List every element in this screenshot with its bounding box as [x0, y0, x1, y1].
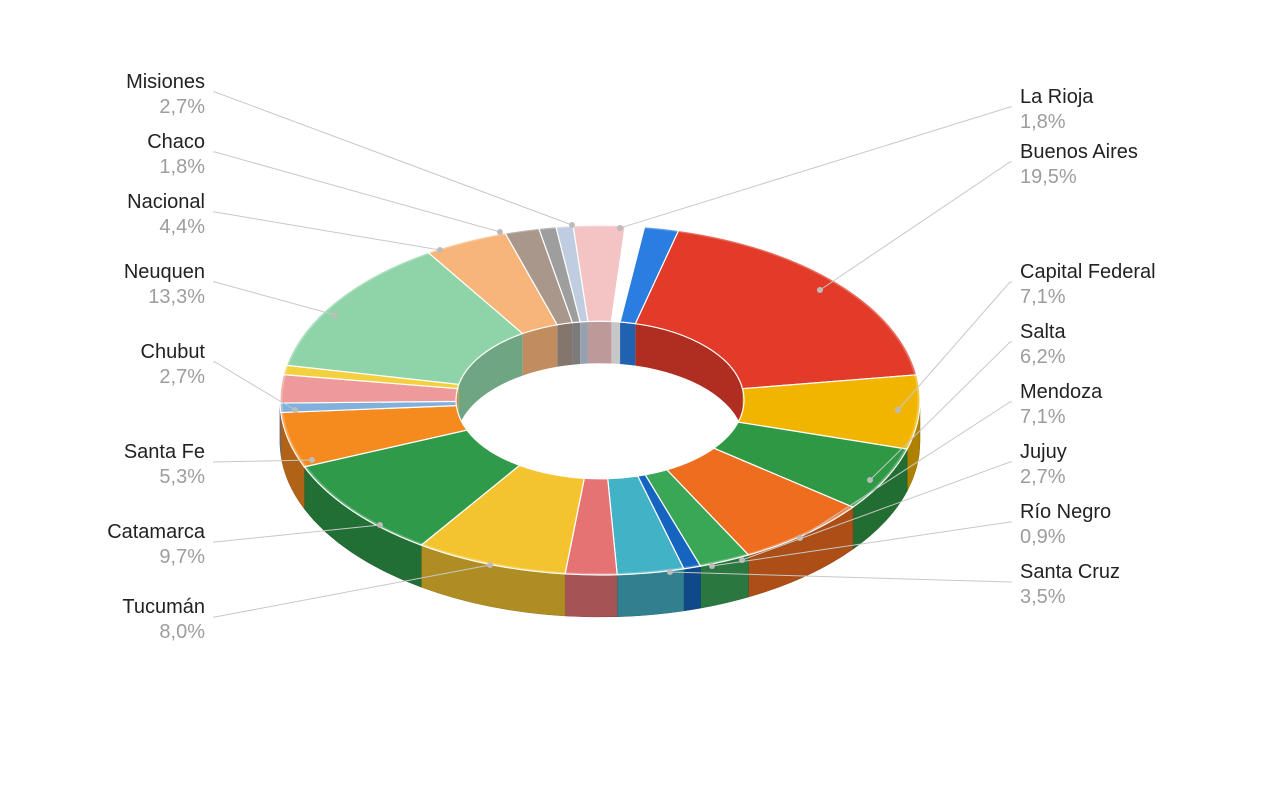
slice-label-pct: 6,2%: [1020, 345, 1066, 370]
slice-label-name: Buenos Aires: [1020, 140, 1138, 165]
slice-label-name: Santa Cruz: [1020, 560, 1120, 585]
slice-label-name: Nacional: [127, 190, 205, 215]
slice-label: Tucumán8,0%: [122, 595, 205, 645]
slice-label: Buenos Aires19,5%: [1020, 140, 1138, 190]
slice-label-pct: 3,5%: [1020, 585, 1120, 610]
slice-label: Salta6,2%: [1020, 320, 1066, 370]
slice-label-pct: 1,8%: [1020, 110, 1093, 135]
slice-label: La Rioja1,8%: [1020, 85, 1093, 135]
slice-label: Río Negro0,9%: [1020, 500, 1111, 550]
slice-label-name: Río Negro: [1020, 500, 1111, 525]
slice-label-pct: 0,9%: [1020, 525, 1111, 550]
slice-label-name: Salta: [1020, 320, 1066, 345]
slice-label-pct: 2,7%: [141, 365, 206, 390]
donut-3d-chart: La Rioja1,8%Buenos Aires19,5%Capital Fed…: [0, 0, 1280, 790]
slice-label-name: Capital Federal: [1020, 260, 1156, 285]
slice-label-name: Misiones: [126, 70, 205, 95]
slice-label-pct: 5,3%: [124, 465, 205, 490]
slice-label-pct: 2,7%: [126, 95, 205, 120]
slice-label: Jujuy2,7%: [1020, 440, 1067, 490]
slice-label-name: Tucumán: [122, 595, 205, 620]
slice-label: Santa Cruz3,5%: [1020, 560, 1120, 610]
slice-label: Nacional4,4%: [127, 190, 205, 240]
slice-label-name: Mendoza: [1020, 380, 1102, 405]
slice-label-pct: 9,7%: [107, 545, 205, 570]
slice-label: Misiones2,7%: [126, 70, 205, 120]
slice-label-pct: 19,5%: [1020, 165, 1138, 190]
slice-label-name: Jujuy: [1020, 440, 1067, 465]
slice-label-name: Neuquen: [124, 260, 205, 285]
slice-label: Capital Federal7,1%: [1020, 260, 1156, 310]
slice-label-pct: 7,1%: [1020, 285, 1156, 310]
slice-label-name: Santa Fe: [124, 440, 205, 465]
slice-label: Santa Fe5,3%: [124, 440, 205, 490]
slice-label-pct: 1,8%: [147, 155, 205, 180]
slice-label: Chubut2,7%: [141, 340, 206, 390]
slice-label: Mendoza7,1%: [1020, 380, 1102, 430]
slice-label-pct: 8,0%: [122, 620, 205, 645]
slice-label-pct: 13,3%: [124, 285, 205, 310]
slice-label: Neuquen13,3%: [124, 260, 205, 310]
slice-label: Chaco1,8%: [147, 130, 205, 180]
slice-label-name: Chubut: [141, 340, 206, 365]
slice-label-name: La Rioja: [1020, 85, 1093, 110]
slice-label: Catamarca9,7%: [107, 520, 205, 570]
slice-label-pct: 7,1%: [1020, 405, 1102, 430]
slice-label-name: Chaco: [147, 130, 205, 155]
slice-label-pct: 2,7%: [1020, 465, 1067, 490]
slice-label-pct: 4,4%: [127, 215, 205, 240]
slice-label-name: Catamarca: [107, 520, 205, 545]
